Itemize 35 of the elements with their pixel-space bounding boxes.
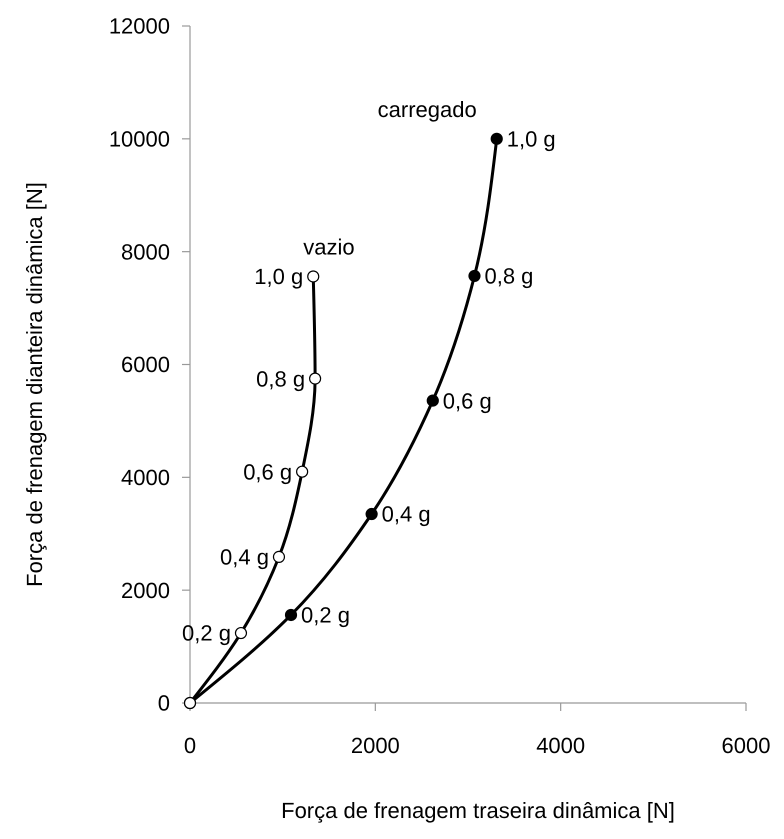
point bbox=[296, 466, 308, 478]
y-tick-label: 0 bbox=[158, 690, 170, 716]
point bbox=[309, 372, 322, 385]
series-label: vazio bbox=[303, 234, 355, 260]
point bbox=[234, 626, 248, 640]
y-axis-title: Força de frenagem dianteira dinâmica [N] bbox=[22, 182, 47, 587]
y-tick-label: 6000 bbox=[121, 352, 170, 378]
y-tick-label: 4000 bbox=[121, 465, 170, 490]
point bbox=[272, 550, 286, 563]
annotation: 0,6 g bbox=[442, 388, 492, 414]
annotation: 0,8 g bbox=[484, 264, 534, 289]
annotation: 0,6 g bbox=[243, 459, 292, 484]
x-tick-label: 4000 bbox=[536, 733, 586, 758]
annotation: 0,4 g bbox=[382, 502, 431, 527]
annotation: 0,8 g bbox=[256, 366, 306, 392]
annotation: 0,2 g bbox=[182, 620, 231, 646]
x-tick-label: 0 bbox=[184, 733, 196, 758]
point bbox=[284, 608, 298, 622]
y-tick-label: 2000 bbox=[121, 578, 170, 603]
annotation: 0,4 g bbox=[220, 544, 269, 570]
series-label: carregado bbox=[378, 96, 477, 122]
point bbox=[468, 270, 481, 282]
annotation: 1,0 g bbox=[254, 264, 304, 290]
x-axis-title: Força de frenagem traseira dinâmica [N] bbox=[281, 798, 675, 823]
y-tick-label: 12000 bbox=[108, 14, 170, 39]
y-tick-label: 8000 bbox=[121, 239, 170, 264]
point bbox=[307, 270, 320, 283]
x-tick-label: 6000 bbox=[722, 733, 770, 758]
point bbox=[366, 508, 378, 520]
annotation: 1,0 g bbox=[506, 126, 556, 152]
annotation: 0,2 g bbox=[301, 602, 350, 628]
point bbox=[490, 132, 503, 145]
point bbox=[426, 394, 439, 407]
y-tick-label: 10000 bbox=[108, 126, 170, 152]
x-tick-label: 2000 bbox=[350, 733, 400, 758]
